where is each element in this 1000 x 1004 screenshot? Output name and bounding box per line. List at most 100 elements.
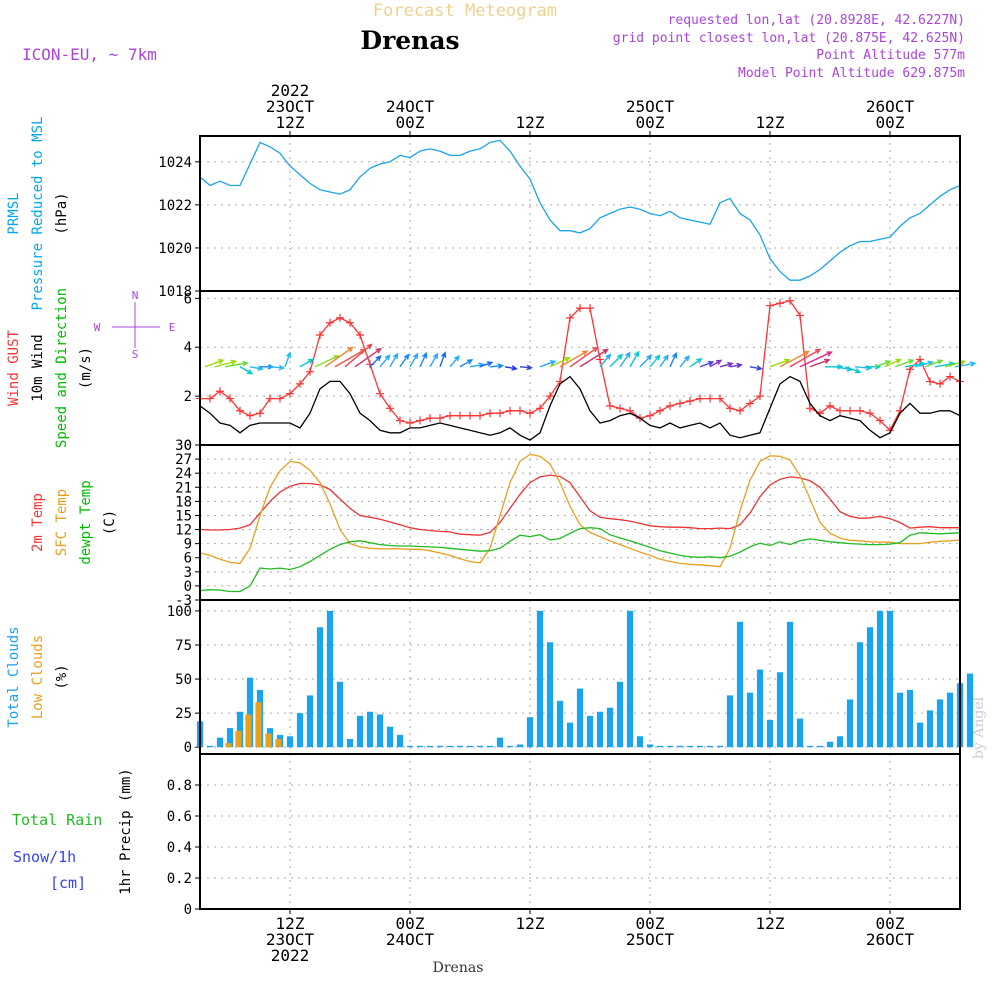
gust-marker <box>846 406 854 415</box>
gust-marker <box>476 411 484 420</box>
wind-arrow <box>419 351 428 368</box>
wind-arrow <box>709 359 723 368</box>
panel-label: PRMSL <box>6 192 22 234</box>
y-tick-label: 0.8 <box>167 778 192 794</box>
wind-arrow <box>799 351 833 368</box>
wind-arrow <box>299 358 315 368</box>
bar-total-clouds <box>466 745 474 748</box>
compass-north: N <box>132 289 139 302</box>
time-label: 23OCT <box>266 930 315 949</box>
gust-marker <box>466 411 474 420</box>
panels: 1018 1020 1022 1024 PRMSL Pressure Reduced to… <box>6 117 977 918</box>
bar-total-clouds <box>436 745 444 748</box>
gust-marker <box>836 406 844 415</box>
gust-marker <box>226 394 234 403</box>
gust-marker <box>796 311 804 320</box>
watermark: by Angel <box>971 696 987 759</box>
panel-frame <box>199 135 961 292</box>
bar-total-clouds <box>376 714 384 748</box>
bar-low-clouds <box>275 739 282 748</box>
wind-arrow <box>865 363 882 370</box>
wind-arrow <box>284 351 292 368</box>
bar-total-clouds <box>216 737 224 748</box>
time-label: 00Z <box>876 113 905 132</box>
bar-total-clouds <box>206 745 214 748</box>
bar-total-clouds <box>536 610 544 748</box>
wind-arrow <box>619 351 631 368</box>
gust-marker <box>876 416 884 425</box>
gust-marker <box>826 401 834 410</box>
wind-arrow <box>459 359 474 368</box>
gust-marker <box>536 404 544 413</box>
wind-arrow <box>629 350 640 368</box>
gust-marker <box>506 406 514 415</box>
bar-total-clouds <box>826 741 834 748</box>
gust-marker <box>616 404 624 413</box>
time-label: 24OCT <box>386 930 435 949</box>
bar-total-clouds <box>286 736 294 748</box>
bar-total-clouds <box>386 726 394 748</box>
bar-total-clouds <box>756 669 764 748</box>
panel-label: (C) <box>102 510 118 535</box>
gust-marker <box>416 416 424 425</box>
bar-total-clouds <box>866 627 874 748</box>
bar-total-clouds <box>316 627 324 748</box>
y-tick-label: 0.6 <box>167 809 192 825</box>
wind-arrow <box>844 366 862 374</box>
gust-marker <box>926 377 934 386</box>
panel-label: Low Clouds <box>30 635 46 719</box>
bar-total-clouds <box>556 700 564 748</box>
subtitle: Forecast Meteogram <box>373 1 557 21</box>
bar-total-clouds <box>586 715 594 748</box>
wind-arrow <box>449 355 460 368</box>
requested-coords: requested lon,lat (20.8928E, 42.6227N) <box>668 13 965 28</box>
time-label: 12Z <box>276 914 305 933</box>
panel-label: (%) <box>54 664 70 689</box>
time-label: 25OCT <box>626 97 675 116</box>
y-tick-label: 100 <box>167 604 192 620</box>
time-label: 26OCT <box>866 97 915 116</box>
y-tick-label: 75 <box>175 638 192 654</box>
series-line-dewpt-temp <box>199 527 961 593</box>
y-tick-label: 3 <box>184 565 192 581</box>
time-label: 23OCT <box>266 97 315 116</box>
gust-marker <box>866 409 874 418</box>
panel-label: Total Clouds <box>6 626 22 727</box>
wind-arrow <box>649 354 661 368</box>
bar-total-clouds <box>546 642 554 748</box>
panel-label: Pressure Reduced to MSL <box>30 117 46 311</box>
gust-marker <box>296 379 304 388</box>
y-tick-label: -3 <box>175 593 192 609</box>
time-label: 2022 <box>271 81 310 100</box>
gust-marker <box>376 389 384 398</box>
time-label: 00Z <box>636 113 665 132</box>
y-tick-label: 1020 <box>158 241 192 257</box>
panel-pressure: 1018 1020 1022 1024 PRMSL Pressure Reduced to… <box>6 117 961 311</box>
wind-arrow <box>779 350 811 368</box>
bar-total-clouds <box>426 745 434 748</box>
panel-frame <box>199 753 961 910</box>
gust-marker <box>526 409 534 418</box>
wind-arrow <box>519 364 534 371</box>
y-tick-label: 18 <box>175 494 192 510</box>
gust-marker <box>696 394 704 403</box>
wind-arrow <box>874 360 892 368</box>
bar-total-clouds <box>516 744 524 748</box>
gust-marker <box>586 304 594 313</box>
series-line-10m-wind <box>199 375 961 441</box>
gust-marker <box>516 406 524 415</box>
bar-total-clouds <box>786 621 794 748</box>
gust-marker <box>436 414 444 423</box>
rain-label: Total Rain <box>12 811 102 829</box>
bar-total-clouds <box>456 745 464 748</box>
gust-marker <box>666 401 674 410</box>
bar-low-clouds <box>245 714 252 748</box>
bar-total-clouds <box>416 745 424 748</box>
bar-total-clouds <box>856 642 864 748</box>
time-label: 24OCT <box>386 97 435 116</box>
panel-label: dewpt Temp <box>78 480 94 564</box>
bar-total-clouds <box>296 713 304 748</box>
bar-total-clouds <box>496 737 504 748</box>
